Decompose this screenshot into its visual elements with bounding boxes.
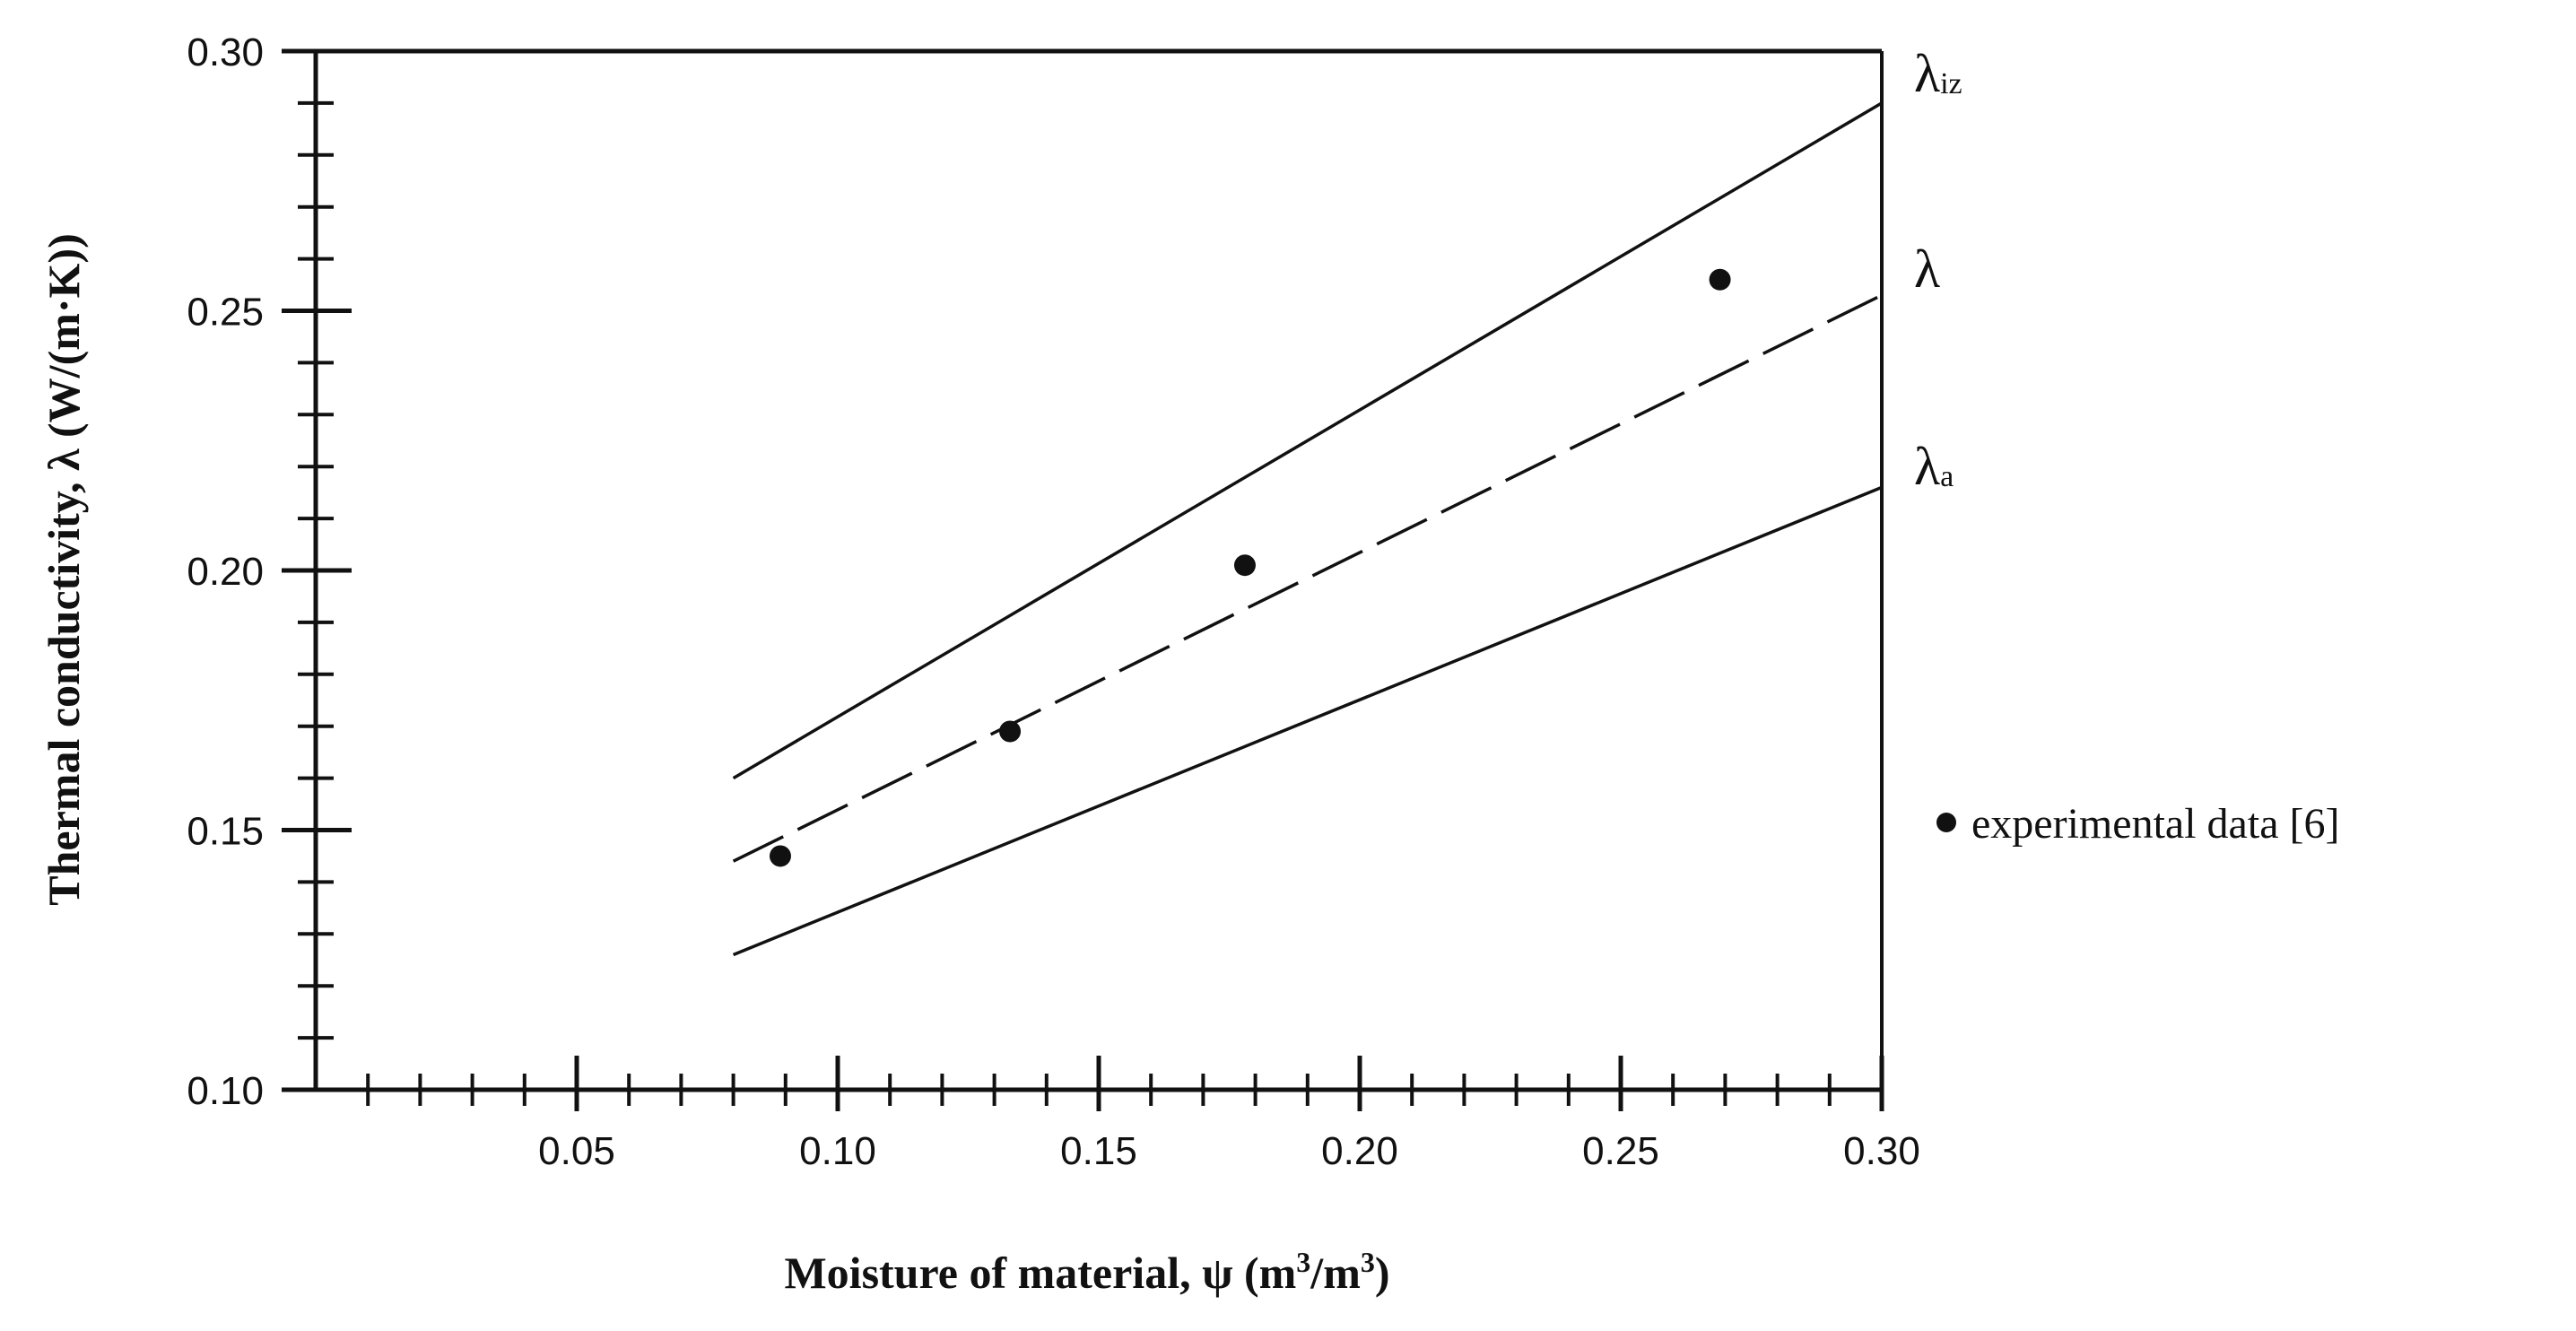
series-label-iz: λiz [1914,44,1962,103]
axes [313,48,1884,1092]
x-tick-label: 0.30 [1843,1129,1920,1173]
x-axis-label-sup1: 3 [1296,1246,1310,1278]
x-tick-label: 0.10 [799,1129,876,1173]
x-tick-label: 0.05 [538,1129,615,1173]
y-tick-label: 0.25 [187,291,264,335]
x-axis-label-sup2: 3 [1361,1246,1375,1278]
y-axis-label: Thermal conductivity, λ (W/(m·K)) [39,233,89,906]
data-point [1233,554,1256,577]
y-tick-label: 0.15 [187,810,264,854]
series-labels: λiz λ λa [1914,44,1962,496]
data-point [1709,268,1731,291]
data-point [769,845,791,867]
series-label-a: λa [1914,437,1954,496]
series-line-main [732,293,1883,863]
x-axis-label: Moisture of material, ψ (m3/m3) [784,1246,1389,1298]
series-line-a [732,485,1883,957]
y-tick-label: 0.10 [187,1069,264,1113]
points [769,268,1731,867]
x-tick-label: 0.20 [1321,1129,1398,1173]
x-tick-label: 0.25 [1582,1129,1659,1173]
y-tick-label: 0.20 [187,550,264,594]
series-lines [732,101,1883,957]
y-tick-label: 0.30 [187,30,264,74]
series-label-main: λ [1914,239,1940,299]
x-axis-label-end: ) [1375,1248,1390,1298]
x-axis-label-main: Moisture of material, ψ (m [784,1248,1296,1298]
x-axis-label-mid: /m [1310,1248,1361,1298]
legend-label: experimental data [6] [1971,800,2339,848]
legend-marker [1936,813,1956,832]
series-line-iz [732,101,1883,780]
ticks: 0.05 0.10 0.15 0.20 0.25 0.30 0.10 0.15 0.20 0.25… [187,30,1919,1173]
data-point [999,720,1022,743]
x-tick-label: 0.15 [1060,1129,1137,1173]
legend: experimental data [6] [1936,800,2339,848]
